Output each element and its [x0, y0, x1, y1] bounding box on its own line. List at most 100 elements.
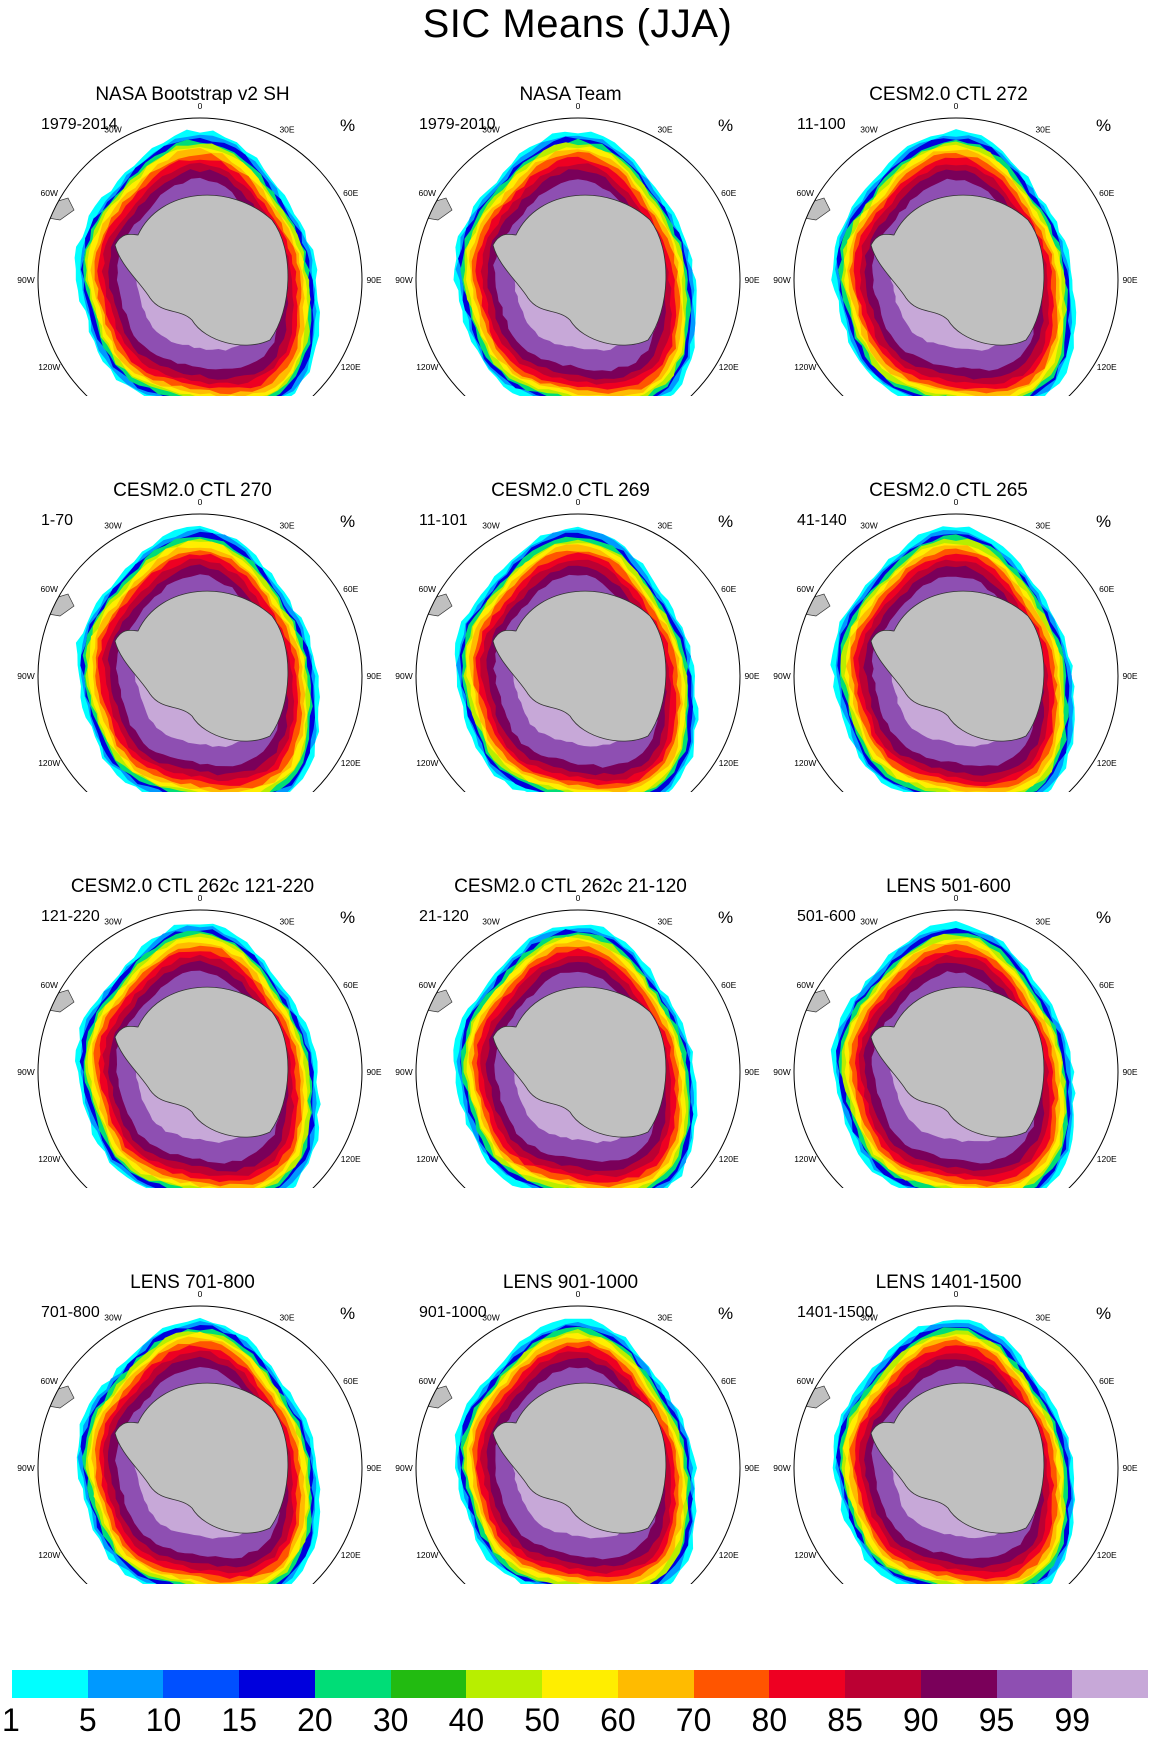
antarctica-land: [492, 590, 667, 742]
colorbar-tick-label: 50: [524, 1702, 560, 1738]
longitude-label: 120W: [38, 1550, 60, 1560]
map-panel: 030E60E90E120E150E180150W120W90W60W30WCE…: [0, 792, 385, 1188]
longitude-label: 30E: [657, 916, 672, 926]
longitude-label: 60W: [797, 980, 814, 990]
colorbar-tick-label: 60: [600, 1702, 636, 1738]
longitude-label: 0: [954, 893, 959, 903]
colorbar: [12, 1670, 1149, 1698]
longitude-label: 60E: [343, 584, 358, 594]
panel-title: CESM2.0 CTL 269: [491, 480, 650, 501]
longitude-label: 30E: [1035, 916, 1050, 926]
figure-title: SIC Means (JJA): [422, 2, 733, 46]
colorbar-tick-label: 40: [448, 1702, 485, 1738]
polar-map: 030E60E90E120E150E180150W120W90W60W30W: [773, 1289, 1138, 1584]
longitude-label: 90E: [744, 1463, 759, 1473]
polar-map: 030E60E90E120E150E180150W120W90W60W30W: [395, 497, 760, 792]
longitude-label: 60E: [1099, 1376, 1114, 1386]
longitude-label: 60E: [343, 1376, 358, 1386]
longitude-label: 90E: [1122, 1463, 1137, 1473]
colorbar-tick-label: 20: [297, 1702, 333, 1738]
map-frame: [415, 909, 741, 1188]
longitude-label: 60W: [419, 584, 436, 594]
polar-map: 030E60E90E120E150E180150W120W90W60W30W: [17, 101, 382, 396]
longitude-label: 30E: [279, 124, 294, 134]
colorbar-tick-label: 5: [78, 1702, 97, 1738]
map-panel: 030E60E90E120E150E180150W120W90W60W30WNA…: [0, 0, 385, 396]
longitude-label: 120E: [1097, 362, 1117, 372]
panel-years: 501-600: [797, 908, 856, 925]
longitude-label: 90E: [1122, 1067, 1137, 1077]
longitude-label: 120W: [794, 1550, 816, 1560]
panel-units: %: [340, 116, 356, 135]
map-panel: 030E60E90E120E150E180150W120W90W60W30WLE…: [756, 792, 1141, 1188]
panel-units: %: [1096, 1304, 1112, 1323]
longitude-label: 120W: [794, 362, 816, 372]
longitude-label: 60W: [797, 188, 814, 198]
longitude-label: 120W: [38, 362, 60, 372]
panel-title: NASA Bootstrap v2 SH: [95, 84, 290, 105]
colorbar-box: [920, 1670, 998, 1698]
map-panel: 030E60E90E120E150E180150W120W90W60W30WCE…: [378, 792, 763, 1188]
longitude-label: 120E: [719, 758, 739, 768]
longitude-label: 30E: [1035, 520, 1050, 530]
panel-title: CESM2.0 CTL 272: [869, 84, 1028, 105]
map-panel: 030E60E90E120E150E180150W120W90W60W30WLE…: [0, 1188, 385, 1584]
longitude-label: 60E: [343, 980, 358, 990]
panel-units: %: [718, 116, 734, 135]
longitude-label: 30E: [657, 124, 672, 134]
longitude-label: 90E: [1122, 275, 1137, 285]
panel-units: %: [1096, 512, 1112, 531]
longitude-label: 0: [954, 101, 959, 111]
longitude-label: 30W: [482, 520, 499, 530]
colorbar-box: [693, 1670, 770, 1698]
longitude-label: 30W: [482, 1312, 499, 1322]
longitude-label: 120W: [38, 1154, 60, 1164]
colorbar-box: [390, 1670, 467, 1698]
longitude-label: 60W: [41, 188, 58, 198]
colorbar-tick-label: 10: [145, 1702, 182, 1738]
longitude-label: 30E: [1035, 1312, 1050, 1322]
longitude-label: 90E: [744, 671, 759, 681]
colorbar-box: [1072, 1670, 1149, 1698]
colorbar-tick-label: 85: [827, 1702, 863, 1738]
panel-years: 21-120: [419, 908, 469, 925]
panel-units: %: [1096, 116, 1112, 135]
longitude-label: 120E: [1097, 1550, 1117, 1560]
longitude-label: 60E: [721, 980, 736, 990]
longitude-label: 0: [198, 101, 203, 111]
longitude-label: 30W: [860, 520, 877, 530]
antarctica-land: [492, 986, 667, 1138]
longitude-label: 120W: [416, 1154, 438, 1164]
longitude-label: 120W: [416, 1550, 438, 1560]
polar-map: 030E60E90E120E150E180150W120W90W60W30W: [17, 893, 382, 1188]
map-frame: [793, 117, 1119, 396]
longitude-label: 90W: [395, 275, 412, 285]
longitude-label: 120E: [719, 1154, 739, 1164]
map-frame: [793, 513, 1119, 792]
panel-years: 11-100: [797, 116, 846, 133]
longitude-label: 30W: [104, 520, 121, 530]
map-panel: 030E60E90E120E150E180150W120W90W60W30WCE…: [756, 396, 1141, 792]
antarctica-land: [492, 194, 667, 346]
colorbar-box: [769, 1670, 846, 1698]
longitude-label: 0: [954, 1289, 959, 1299]
panel-title: NASA Team: [519, 84, 622, 105]
map-frame: [37, 1305, 363, 1584]
colorbar-box: [163, 1670, 240, 1698]
longitude-label: 120E: [1097, 758, 1117, 768]
panel-title: LENS 901-1000: [502, 1272, 639, 1293]
polar-map: 030E60E90E120E150E180150W120W90W60W30W: [17, 1289, 382, 1584]
longitude-label: 90E: [366, 1463, 381, 1473]
longitude-label: 120E: [341, 1154, 361, 1164]
longitude-label: 60W: [41, 980, 58, 990]
longitude-label: 0: [576, 497, 581, 507]
map-frame: [37, 909, 363, 1188]
longitude-label: 30W: [860, 124, 877, 134]
colorbar-tick-label: 15: [221, 1702, 257, 1738]
map-panel: 030E60E90E120E150E180150W120W90W60W30WCE…: [378, 396, 763, 792]
longitude-label: 0: [576, 1289, 581, 1299]
longitude-label: 30W: [104, 124, 121, 134]
polar-map: 030E60E90E120E150E180150W120W90W60W30W: [395, 1289, 760, 1584]
longitude-label: 120W: [794, 1154, 816, 1164]
panel-years: 901-1000: [419, 1304, 487, 1321]
